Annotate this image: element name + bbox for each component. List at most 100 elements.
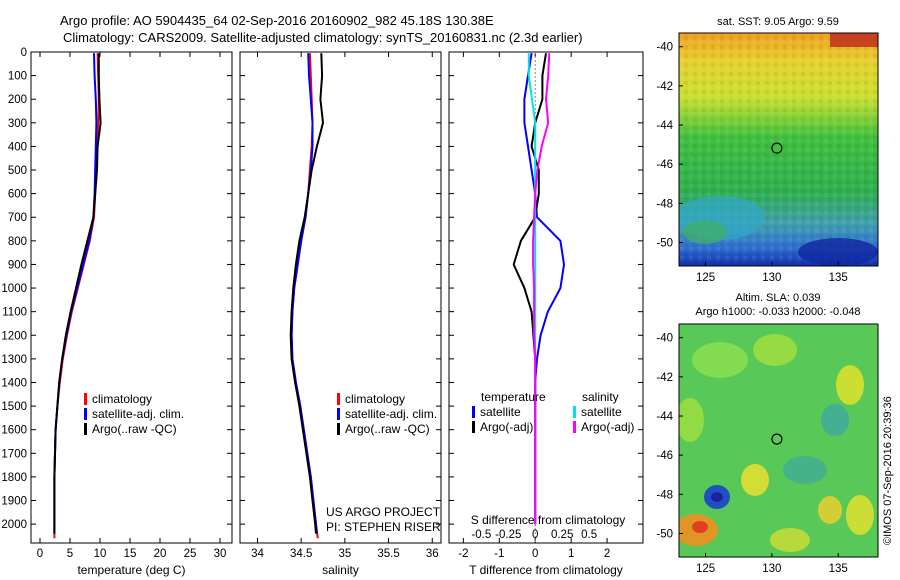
sla-map-frame xyxy=(678,323,879,558)
sla-blob-4 xyxy=(821,404,849,436)
difference-profile-frame xyxy=(448,51,644,544)
depth-tick-label: 0 xyxy=(21,47,27,59)
depth-tick-label: 800 xyxy=(8,236,27,248)
difference-legend-swatch xyxy=(573,406,576,418)
difference-s-tick-label: -0.25 xyxy=(495,529,521,541)
sst-map-ytick-label: -44 xyxy=(656,120,673,132)
difference-s-tick-label: 0.5 xyxy=(581,529,597,541)
salinity-profile-chart: 34 34.5 35 35.5 36 salinity climatologysatelli… xyxy=(239,51,442,577)
sst-map-ytick-label: -42 xyxy=(656,81,673,93)
sla-map: Altim. SLA: 0.039 Argo h1000: -0.033 h20… xyxy=(656,292,879,575)
depth-tick-label: 100 xyxy=(8,71,27,83)
sst-map-title: sat. SST: 9.05 Argo: 9.59 xyxy=(717,16,839,28)
sst-map-ytick-label: -40 xyxy=(656,42,673,54)
salinity-profile-xtick-label: 35 xyxy=(338,548,351,560)
temperature-profile-xtick-label: 25 xyxy=(184,548,197,560)
sla-blob-13 xyxy=(818,496,842,524)
depth-tick-label: 1600 xyxy=(1,425,27,437)
depth-tick-label: 1000 xyxy=(1,283,27,295)
sla-blob-2 xyxy=(753,334,797,366)
difference-profile-xtick-label: 0 xyxy=(532,548,538,560)
sst-float-marker xyxy=(771,142,783,154)
depth-tick-label: 500 xyxy=(8,165,27,177)
figure-title-line2: Climatology: CARS2009. Satellite-adjuste… xyxy=(63,30,583,45)
depth-tick-label: 1800 xyxy=(1,472,27,484)
difference-profile-xtick-label: 2 xyxy=(604,548,610,560)
sla-map-ytick-label: -50 xyxy=(656,529,673,541)
difference-profile-chart: -2 -1 0 1 2 T difference from climatology temp… xyxy=(448,51,644,577)
difference-legend-swatch xyxy=(472,421,475,433)
salinity-profile-legend-label: satellite-adj. clim. xyxy=(345,407,437,421)
salinity-profile-xtick-label: 34 xyxy=(251,548,264,560)
difference-legend-swatch xyxy=(573,421,576,433)
temperature-profile-legend-label: Argo(..raw -QC) xyxy=(92,422,177,436)
temperature-profile-xtick-label: 10 xyxy=(94,548,107,560)
depth-tick-label: 1200 xyxy=(1,330,27,342)
salinity-profile-legend-label: climatology xyxy=(345,392,405,406)
temperature-profile-xtick-label: 15 xyxy=(124,548,137,560)
temperature-profile-series-argo xyxy=(53,53,102,534)
difference-s-axis-label: S difference from climatology xyxy=(471,513,626,527)
salinity-profile-legend-swatch xyxy=(337,423,340,435)
difference-legend-label: satellite xyxy=(581,405,622,419)
depth-tick-label: 1500 xyxy=(1,401,27,413)
sst-warm-corner xyxy=(830,33,878,47)
figure-title-line1: Argo profile: AO 5904435_64 02-Sep-2016 … xyxy=(60,13,494,28)
salinity-annotation-line1: US ARGO PROJECT xyxy=(326,505,441,519)
sla-blob-14 xyxy=(770,528,810,552)
difference-legend-swatch xyxy=(472,406,475,418)
difference-legend-label: satellite xyxy=(480,405,521,419)
temperature-profile-xlabel: temperature (deg C) xyxy=(77,563,185,577)
salinity-profile-legend-swatch xyxy=(337,408,340,420)
difference-legend-header-salinity: salinity xyxy=(582,390,619,404)
salinity-profile-legend-label: Argo(..raw -QC) xyxy=(345,422,430,436)
sst-map-xtick-label: 130 xyxy=(762,272,781,284)
temperature-profile-legend-swatch xyxy=(84,423,87,435)
sst-map-ytick-label: -50 xyxy=(656,238,673,250)
sla-blob-9 xyxy=(711,492,723,502)
depth-tick-label: 700 xyxy=(8,212,27,224)
difference-profile-xlabel: T difference from climatology xyxy=(469,563,623,577)
sst-map: sat. SST: 9.05 Argo: 9.59 125 130 135 -40 -4… xyxy=(656,16,879,284)
temperature-profile-xtick-label: 20 xyxy=(154,548,167,560)
depth-tick-label: 900 xyxy=(8,259,27,271)
sst-map-axes: 125 130 135 -40 -42 -44 -46 -48 -50 xyxy=(656,42,847,284)
difference-legend-label: Argo(-adj) xyxy=(480,420,533,434)
temperature-profile-legend-label: climatology xyxy=(92,392,152,406)
sla-float-marker xyxy=(771,433,783,445)
temperature-profile-xtick-label: 30 xyxy=(214,548,227,560)
sla-blob-6 xyxy=(783,456,827,484)
salinity-profile-legend-swatch xyxy=(337,393,340,405)
depth-tick-label: 1400 xyxy=(1,377,27,389)
temperature-profile-xtick-label: 0 xyxy=(37,548,43,560)
sla-map-ytick-label: -42 xyxy=(656,372,673,384)
sst-map-xtick-label: 135 xyxy=(829,272,848,284)
sst-map-xtick-label: 125 xyxy=(696,272,715,284)
depth-tick-label: 600 xyxy=(8,189,27,201)
credit-text: ©IMOS 07-Sep-2016 20:39:36 xyxy=(882,396,894,545)
sla-blob-12 xyxy=(846,495,874,535)
sla-map-xtick-label: 130 xyxy=(762,563,781,575)
sla-blob-11 xyxy=(692,521,708,533)
salinity-profile-xtick-label: 36 xyxy=(426,548,439,560)
depth-tick-label: 2000 xyxy=(1,519,27,531)
sla-map-title-line1: Altim. SLA: 0.039 xyxy=(736,292,821,304)
salinity-profile-xlabel: salinity xyxy=(322,563,359,577)
sla-map-ytick-label: -40 xyxy=(656,333,673,345)
depth-tick-label: 1700 xyxy=(1,448,27,460)
difference-profile-series-salinity_argo xyxy=(532,53,551,525)
difference-s-tick-label: 0.25 xyxy=(551,529,573,541)
sla-blob-1 xyxy=(692,342,748,378)
salinity-profile-frame xyxy=(239,51,442,544)
sst-map-ytick-label: -48 xyxy=(656,198,673,210)
depth-tick-label: 300 xyxy=(8,118,27,130)
sla-map-xtick-label: 125 xyxy=(696,563,715,575)
sla-blob-7 xyxy=(741,464,769,496)
temperature-profile-legend-label: satellite-adj. clim. xyxy=(92,407,184,421)
salinity-annotation-line2: PI: STEPHEN RISER xyxy=(326,520,441,534)
depth-tick-label: 400 xyxy=(8,141,27,153)
temperature-profile-xtick-label: 5 xyxy=(67,548,73,560)
sst-map-frame xyxy=(678,32,879,267)
difference-legend-label: Argo(-adj) xyxy=(581,420,634,434)
